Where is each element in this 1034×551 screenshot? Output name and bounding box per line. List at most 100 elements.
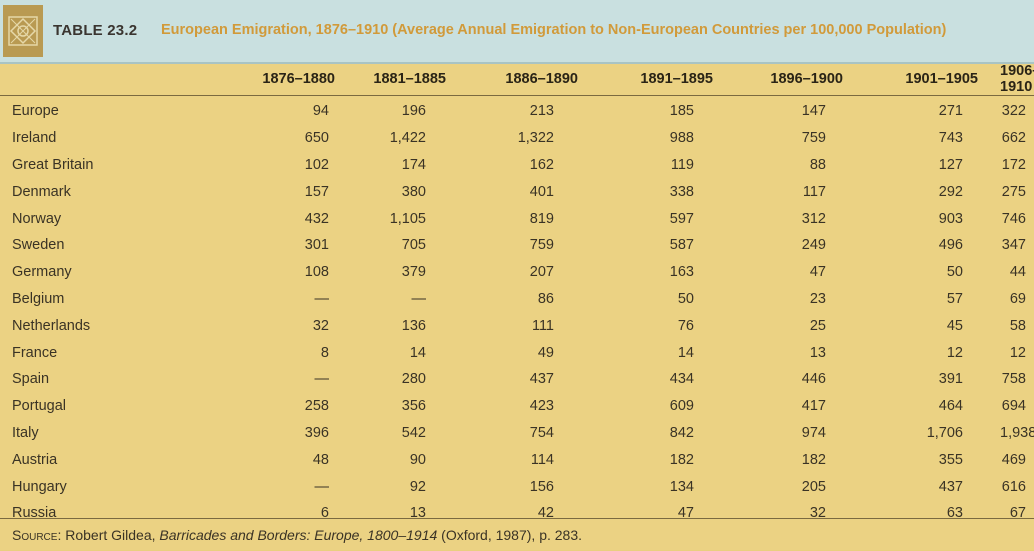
value-cell: 14 (677, 344, 694, 361)
value-cell: 464 (938, 398, 963, 415)
value-cell: 743 (938, 130, 963, 147)
country-cell: Sweden (12, 237, 65, 254)
value-cell: 754 (529, 424, 554, 441)
value-cell: 45 (946, 317, 963, 334)
value-cell: 157 (304, 183, 329, 200)
value-cell: 86 (537, 290, 554, 307)
value-cell: 338 (669, 183, 694, 200)
value-cell: 842 (669, 424, 694, 441)
value-cell: 172 (1001, 156, 1026, 173)
value-cell: 47 (677, 505, 694, 522)
table-row: Belgium — — 86 50 23 57 69 (0, 286, 1034, 313)
country-cell: Austria (12, 451, 58, 468)
value-cell: 380 (401, 183, 426, 200)
table-row: Norway 432 1,105 819 597 312 903 746 (0, 205, 1034, 232)
value-cell: 609 (669, 398, 694, 415)
value-cell: 111 (531, 317, 554, 334)
table-row: Great Britain 102 174 162 119 88 127 172 (0, 152, 1034, 179)
table-row: Russia 6 13 42 47 32 63 67 (0, 500, 1034, 527)
value-cell: 156 (529, 478, 554, 495)
value-cell: 119 (670, 156, 694, 173)
column-header: 1881–1885 (343, 63, 474, 96)
column-header: 1896–1900 (736, 63, 871, 96)
value-cell: 47 (809, 264, 826, 281)
country-cell: Europe (12, 103, 59, 120)
value-cell: 163 (669, 264, 694, 281)
value-cell: 205 (801, 478, 826, 495)
column-header: 1901–1905 (871, 63, 1000, 96)
value-cell: 147 (801, 103, 826, 120)
country-cell: Netherlands (12, 317, 91, 334)
value-cell: 417 (801, 398, 826, 415)
value-cell: 1,422 (389, 130, 426, 147)
value-cell: 496 (938, 237, 963, 254)
value-cell: 356 (401, 398, 426, 415)
value-cell: 182 (669, 451, 694, 468)
value-cell: 1,938 (1000, 424, 1034, 441)
value-cell: 117 (802, 183, 826, 200)
country-cell: Portugal (12, 398, 67, 415)
table-row: Germany 108 379 207 163 47 50 44 (0, 259, 1034, 286)
value-cell: 58 (1009, 317, 1026, 334)
value-cell: 819 (529, 210, 554, 227)
value-cell: 396 (304, 424, 329, 441)
source-author: Robert Gildea, (61, 527, 160, 543)
column-header: 1891–1895 (604, 63, 736, 96)
value-cell: 134 (669, 478, 694, 495)
value-cell: 542 (401, 424, 426, 441)
value-cell: 48 (312, 451, 329, 468)
table-header: TABLE 23.2 European Emigration, 1876–191… (0, 0, 1034, 64)
value-cell: 13 (409, 505, 426, 522)
value-cell: 136 (401, 317, 426, 334)
value-cell: 903 (938, 210, 963, 227)
country-cell: Hungary (12, 478, 67, 495)
value-cell: 746 (1001, 210, 1026, 227)
value-cell: 185 (669, 103, 694, 120)
value-cell: 6 (320, 505, 329, 522)
value-cell: 434 (669, 371, 694, 388)
value-cell: — (411, 290, 427, 307)
table-row: Europe 94 196 213 185 147 271 322 (0, 96, 1034, 125)
value-cell: 90 (409, 451, 426, 468)
country-cell: Belgium (12, 290, 65, 307)
value-cell: 1,322 (517, 130, 554, 147)
value-cell: 974 (801, 424, 826, 441)
value-cell: 988 (669, 130, 694, 147)
value-cell: 446 (801, 371, 826, 388)
value-cell: 13 (809, 344, 826, 361)
value-cell: 67 (1009, 505, 1026, 522)
value-cell: 292 (938, 183, 963, 200)
value-cell: 114 (530, 451, 554, 468)
table-row: Sweden 301 705 759 587 249 496 347 (0, 232, 1034, 259)
source-book: Barricades and Borders: Europe, 1800–191… (159, 527, 438, 543)
value-cell: 280 (401, 371, 426, 388)
value-cell: 322 (1001, 103, 1026, 120)
value-cell: 23 (809, 290, 826, 307)
value-cell: 616 (1001, 478, 1026, 495)
country-cell: France (12, 344, 58, 361)
value-cell: 432 (304, 210, 329, 227)
table-row: France 8 14 49 14 13 12 12 (0, 339, 1034, 366)
column-header-row: 1876–1880 1881–1885 1886–1890 1891–1895 1896… (0, 63, 1034, 96)
value-cell: 401 (529, 183, 554, 200)
value-cell: 102 (304, 156, 329, 173)
value-cell: 258 (304, 398, 329, 415)
value-cell: 597 (669, 210, 694, 227)
value-cell: — (314, 290, 330, 307)
value-cell: 127 (938, 156, 963, 173)
value-cell: 423 (529, 398, 554, 415)
value-cell: 63 (946, 505, 963, 522)
value-cell: 42 (537, 505, 554, 522)
value-cell: 14 (409, 344, 426, 361)
source-details: (Oxford, 1987), p. 283. (437, 527, 583, 543)
value-cell: 662 (1001, 130, 1026, 147)
value-cell: 44 (1009, 264, 1026, 281)
corner-cell (0, 63, 206, 96)
value-cell: 469 (1001, 451, 1026, 468)
value-cell: 705 (401, 237, 426, 254)
value-cell: 249 (801, 237, 826, 254)
value-cell: — (314, 371, 330, 388)
value-cell: 437 (529, 371, 554, 388)
table-row: Netherlands 32 136 111 76 25 45 58 (0, 312, 1034, 339)
